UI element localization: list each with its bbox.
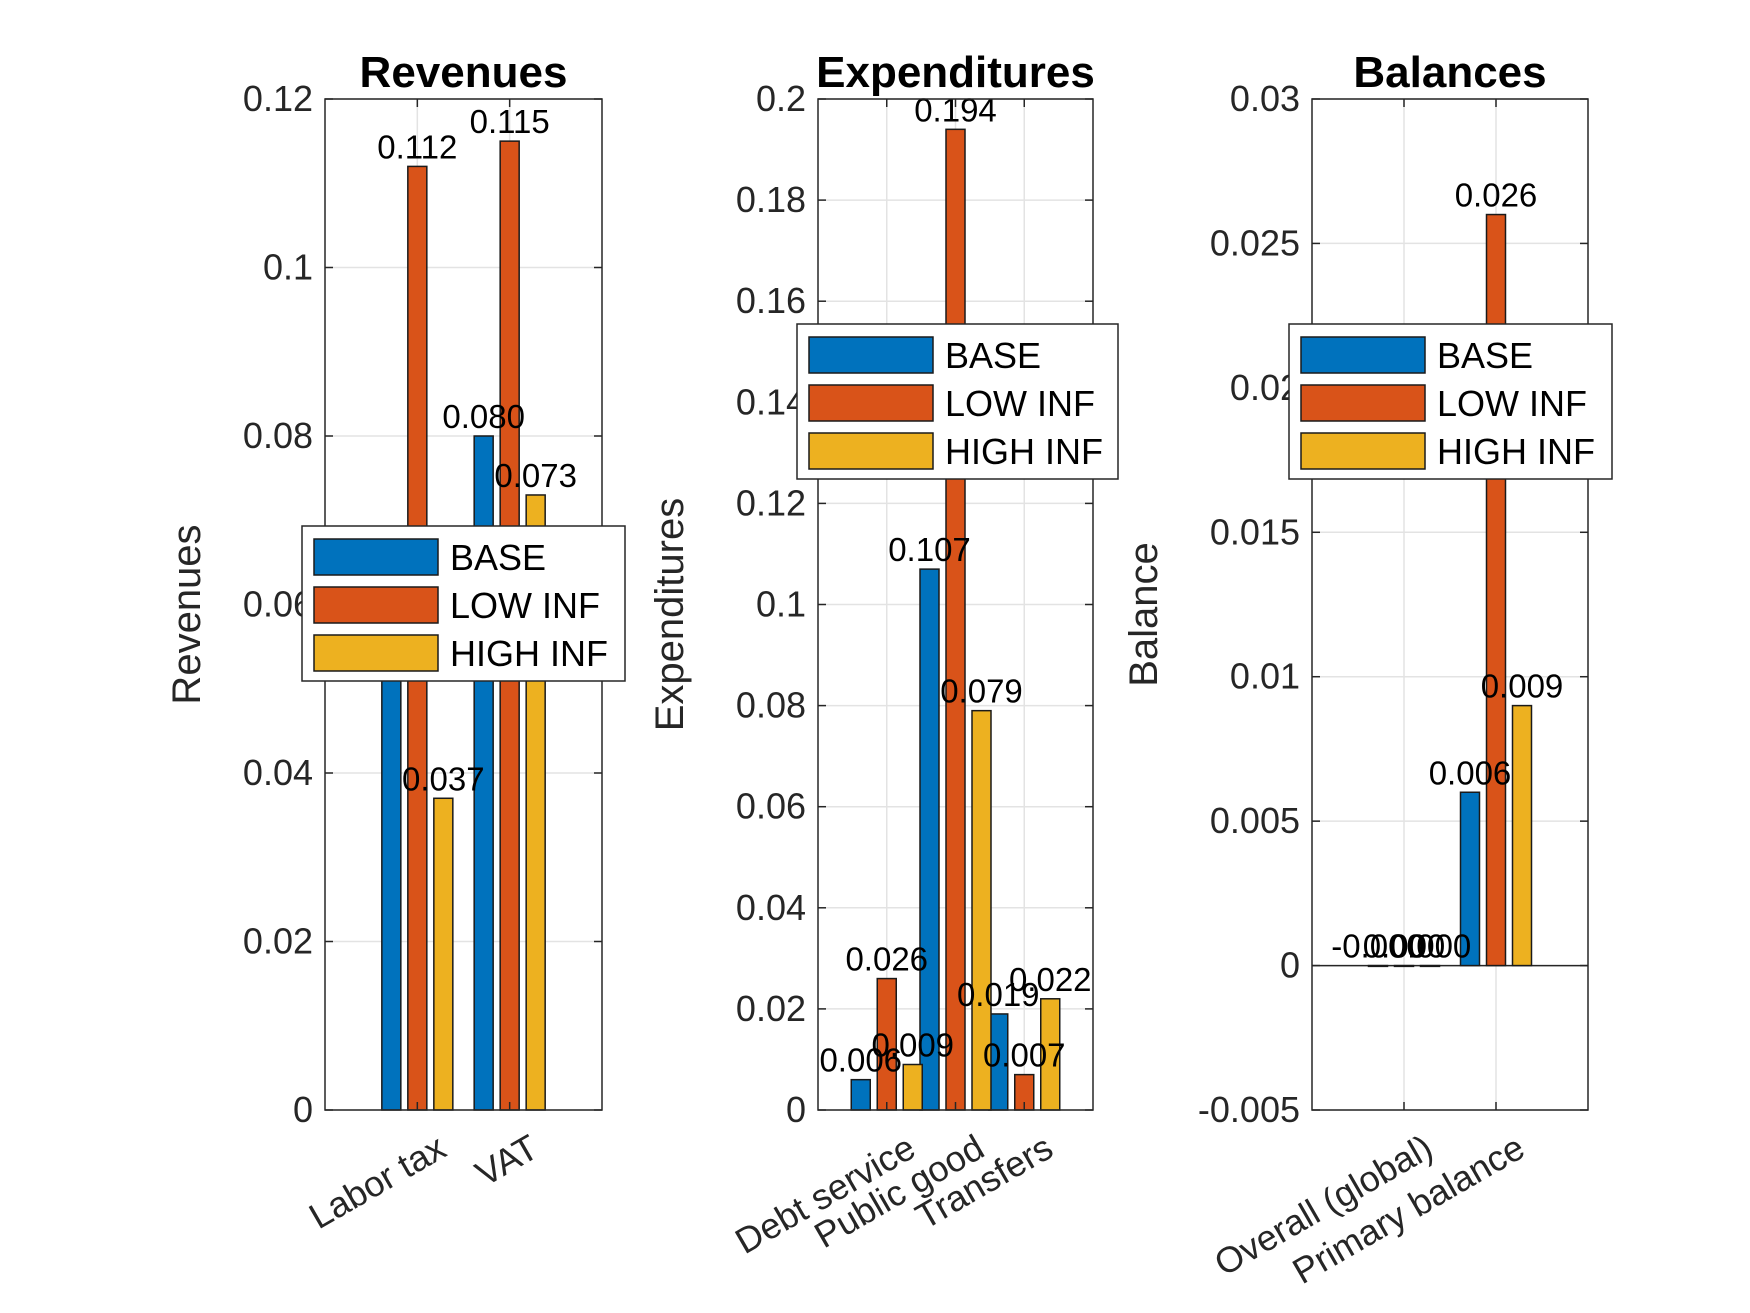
y-tick-label: 0.12 bbox=[736, 482, 806, 523]
data-label: 0.019 bbox=[957, 976, 1040, 1013]
data-label: 0.194 bbox=[914, 91, 997, 128]
legend-swatch bbox=[808, 432, 934, 470]
legend: BASE LOW INF HIGH INF bbox=[1288, 323, 1613, 480]
y-tick-label: 0.16 bbox=[736, 280, 806, 321]
y-tick-label: 0.04 bbox=[243, 752, 313, 793]
bar-base bbox=[381, 645, 402, 1111]
axes-background bbox=[1312, 99, 1588, 1110]
x-tick-label: Labor tax bbox=[302, 1126, 452, 1237]
data-label: 0.073 bbox=[494, 457, 577, 494]
legend-label: BASE bbox=[450, 537, 546, 578]
data-label: 0.007 bbox=[983, 1037, 1066, 1074]
y-axis-label: Revenues bbox=[165, 524, 209, 704]
y-tick-label: 0.2 bbox=[756, 78, 806, 119]
y-tick-label: 0.08 bbox=[243, 415, 313, 456]
y-tick-label: 0 bbox=[1280, 945, 1300, 986]
legend-swatch bbox=[1300, 432, 1426, 470]
y-tick-label: 0.14 bbox=[736, 381, 806, 422]
data-label: 0.079 bbox=[940, 673, 1023, 710]
panel-title: Revenues bbox=[360, 48, 568, 97]
bar-base bbox=[850, 1078, 871, 1111]
bar-high-inf bbox=[902, 1063, 923, 1111]
panel-title: Expenditures bbox=[816, 48, 1095, 97]
y-tick-label: 0.12 bbox=[243, 78, 313, 119]
bar-high-inf bbox=[1419, 964, 1441, 968]
y-tick-label: 0.03 bbox=[1230, 78, 1300, 119]
legend-swatch bbox=[808, 384, 934, 422]
legend: BASE LOW INF HIGH INF bbox=[301, 525, 626, 682]
legend-label: BASE bbox=[945, 335, 1041, 376]
y-tick-label: 0.06 bbox=[736, 786, 806, 827]
legend-swatch bbox=[1300, 384, 1426, 422]
legend-label: LOW INF bbox=[1437, 383, 1587, 424]
legend-swatch bbox=[313, 634, 439, 672]
y-tick-label: 0.18 bbox=[736, 179, 806, 220]
y-tick-label: -0.005 bbox=[1198, 1089, 1300, 1130]
data-label: 0.107 bbox=[888, 531, 971, 568]
panel-balances: -0.000 0.006 0.000 0.026 0.000 0.009 -0.005 0 0.… bbox=[1122, 48, 1613, 1292]
legend-label: HIGH INF bbox=[1437, 431, 1595, 472]
legend: BASE LOW INF HIGH INF bbox=[796, 323, 1119, 480]
y-tick-label: 0.005 bbox=[1210, 800, 1300, 841]
bar-high-inf bbox=[1511, 704, 1533, 967]
data-label: 0.112 bbox=[377, 128, 457, 165]
panel-title: Balances bbox=[1353, 48, 1546, 97]
data-label: 0.115 bbox=[470, 103, 550, 140]
legend-swatch bbox=[313, 586, 439, 624]
data-label: 0.000 bbox=[1389, 928, 1472, 965]
y-tick-label: 0.01 bbox=[1230, 656, 1300, 697]
panel-revenues: 0.0800.1120.1150.0370.07300.020.040.060.… bbox=[165, 48, 626, 1237]
data-label: 0.026 bbox=[845, 941, 928, 978]
legend-swatch bbox=[313, 538, 439, 576]
data-label: 0.037 bbox=[402, 760, 485, 797]
x-tick-label: VAT bbox=[468, 1126, 545, 1194]
legend-label: BASE bbox=[1437, 335, 1533, 376]
data-label: 0.000 bbox=[1363, 928, 1446, 965]
y-tick-label: 0 bbox=[293, 1089, 313, 1130]
bar-base bbox=[1367, 964, 1389, 968]
legend-swatch bbox=[808, 336, 934, 374]
y-tick-label: 0.04 bbox=[736, 887, 806, 928]
data-label: 0.006 bbox=[1429, 754, 1512, 791]
legend-label: LOW INF bbox=[450, 585, 600, 626]
y-tick-label: 0.015 bbox=[1210, 511, 1300, 552]
bar-base bbox=[1459, 791, 1481, 967]
y-axis-label: Expenditures bbox=[648, 498, 692, 731]
bar-low-inf bbox=[945, 128, 966, 1111]
y-tick-label: 0 bbox=[786, 1089, 806, 1130]
data-label: 0.009 bbox=[1481, 668, 1564, 705]
legend-label: HIGH INF bbox=[945, 431, 1103, 472]
legend-label: HIGH INF bbox=[450, 633, 608, 674]
data-label: 0.022 bbox=[1009, 961, 1092, 998]
data-label: 0.026 bbox=[1455, 177, 1538, 214]
data-label: -0.000 bbox=[1331, 928, 1425, 965]
y-tick-label: 0.1 bbox=[263, 247, 313, 288]
y-tick-label: 0.02 bbox=[243, 921, 313, 962]
axes-box bbox=[1311, 98, 1589, 1111]
y-tick-label: 0.025 bbox=[1210, 222, 1300, 263]
panel-expenditures: 0.006 0.107 0.019 0.026 0.194 0.007 0.009 0.079… bbox=[648, 48, 1119, 1262]
legend-label: LOW INF bbox=[945, 383, 1095, 424]
legend-swatch bbox=[1300, 336, 1426, 374]
y-tick-label: 0.08 bbox=[736, 685, 806, 726]
data-label: 0.009 bbox=[871, 1027, 954, 1064]
y-tick-label: 0.1 bbox=[756, 584, 806, 625]
y-axis-label: Balance bbox=[1122, 542, 1166, 687]
data-label: 0.080 bbox=[442, 398, 525, 435]
y-tick-label: 0.02 bbox=[736, 988, 806, 1029]
bar-low-inf bbox=[1393, 964, 1415, 968]
data-label: 0.006 bbox=[819, 1042, 902, 1079]
bar-high-inf bbox=[433, 797, 454, 1111]
